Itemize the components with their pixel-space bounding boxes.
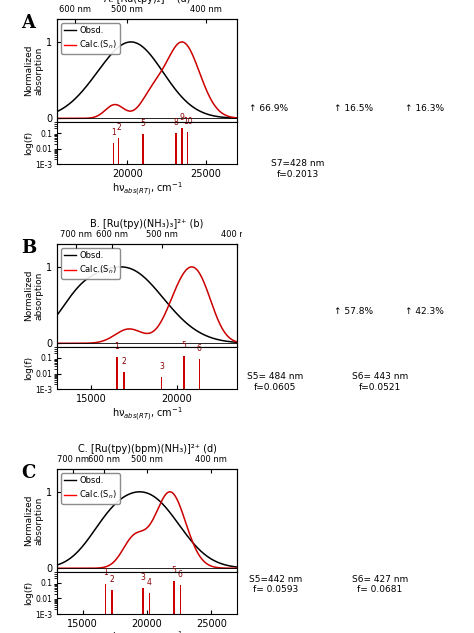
Text: ↑ 57.8%: ↑ 57.8% [334, 307, 373, 316]
Text: S6= 443 nm
f=0.0521: S6= 443 nm f=0.0521 [352, 372, 408, 391]
Text: 9: 9 [180, 113, 184, 122]
Text: 2: 2 [121, 357, 126, 366]
Text: 2: 2 [117, 123, 121, 132]
Y-axis label: Normalized
absorption: Normalized absorption [24, 270, 43, 322]
Y-axis label: Normalized
absorption: Normalized absorption [24, 495, 43, 546]
Text: C: C [21, 464, 35, 482]
Text: 1: 1 [115, 342, 119, 351]
Y-axis label: Normalized
absorption: Normalized absorption [24, 45, 43, 96]
Text: ↑ 66.9%: ↑ 66.9% [249, 104, 288, 113]
Bar [105, 584, 107, 633]
Text: B: B [21, 239, 36, 257]
Text: 5: 5 [182, 341, 186, 350]
Text: ↑ 42.3%: ↑ 42.3% [405, 307, 444, 316]
Y-axis label: log(f): log(f) [25, 356, 34, 380]
Text: 6: 6 [197, 344, 202, 353]
Title: C. [Ru(tpy)(bpm)(NH₃)]²⁺ (d): C. [Ru(tpy)(bpm)(NH₃)]²⁺ (d) [78, 444, 216, 454]
Bar [112, 143, 114, 633]
Legend: Obsd., Calc.(S$_n$): Obsd., Calc.(S$_n$) [61, 23, 119, 54]
Text: S5= 484 nm
f=0.0605: S5= 484 nm f=0.0605 [247, 372, 303, 391]
Text: 8: 8 [173, 118, 178, 127]
Bar [142, 588, 144, 633]
Legend: Obsd., Calc.(S$_n$): Obsd., Calc.(S$_n$) [61, 248, 119, 279]
Text: 4: 4 [147, 578, 152, 587]
Text: S7=428 nm
f=0.2013: S7=428 nm f=0.2013 [271, 159, 324, 179]
Y-axis label: log(f): log(f) [25, 131, 34, 155]
Text: 10: 10 [183, 116, 192, 125]
Bar [199, 359, 200, 633]
Text: 5: 5 [141, 118, 146, 128]
Bar [123, 372, 125, 633]
Bar [142, 134, 144, 633]
Y-axis label: log(f): log(f) [25, 581, 34, 605]
X-axis label: hν$_{abs(RT)}$, cm$^{-1}$: hν$_{abs(RT)}$, cm$^{-1}$ [111, 405, 182, 422]
Text: 1: 1 [111, 128, 116, 137]
Text: S5=442 nm
f= 0.0593: S5=442 nm f= 0.0593 [248, 575, 302, 594]
Text: S6= 427 nm
f= 0.0681: S6= 427 nm f= 0.0681 [352, 575, 408, 594]
Bar [116, 357, 118, 633]
Bar [182, 128, 183, 633]
Bar [111, 590, 113, 633]
Bar [180, 585, 181, 633]
Text: 3: 3 [159, 362, 164, 371]
Text: 3: 3 [141, 573, 146, 582]
Bar [161, 377, 162, 633]
X-axis label: hν$_{abs(RT)}$, cm$^{-1}$: hν$_{abs(RT)}$, cm$^{-1}$ [111, 180, 182, 197]
Legend: Obsd., Calc.(S$_n$): Obsd., Calc.(S$_n$) [61, 473, 119, 504]
Text: ↑ 16.3%: ↑ 16.3% [405, 104, 444, 113]
Text: 2: 2 [110, 575, 115, 584]
Bar [187, 132, 188, 633]
Text: 6: 6 [178, 570, 183, 579]
Bar [173, 581, 175, 633]
Bar [183, 356, 184, 633]
Bar [175, 133, 177, 633]
Title: B. [Ru(tpy)(NH₃)₃]²⁺ (b): B. [Ru(tpy)(NH₃)₃]²⁺ (b) [90, 219, 204, 229]
Text: A: A [21, 14, 35, 32]
Text: 5: 5 [172, 566, 176, 575]
Text: ↑ 16.5%: ↑ 16.5% [334, 104, 373, 113]
Bar [149, 593, 150, 633]
X-axis label: hν$_{abs(RT)}$, cm$^{-1}$: hν$_{abs(RT)}$, cm$^{-1}$ [111, 630, 182, 633]
Bar [118, 138, 119, 633]
Title: A. [Ru(tpy)₂]²⁺ (a): A. [Ru(tpy)₂]²⁺ (a) [104, 0, 190, 4]
Text: 1: 1 [103, 568, 108, 577]
